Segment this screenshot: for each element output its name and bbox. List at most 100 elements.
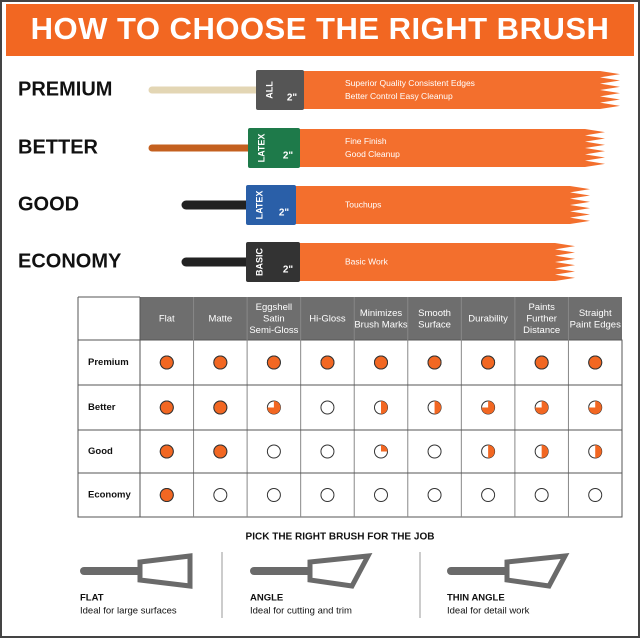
column-header: Semi-Gloss xyxy=(249,325,298,336)
rating xyxy=(213,355,228,370)
rating-fill xyxy=(434,401,442,414)
tier-name: BETTER xyxy=(18,136,99,158)
title-bar xyxy=(6,4,634,56)
column-header: Paint Edges xyxy=(570,319,621,330)
brush-note: Touchups xyxy=(345,199,381,209)
column-header: Surface xyxy=(418,319,451,330)
brush-ferrule xyxy=(246,242,300,282)
tier-name: ECONOMY xyxy=(18,250,122,272)
rating xyxy=(427,355,442,370)
rating-fill xyxy=(267,401,281,415)
rating-fill xyxy=(374,355,388,370)
paint-stroke xyxy=(298,243,575,281)
rating xyxy=(427,488,442,502)
rating xyxy=(159,488,174,502)
rating-fill xyxy=(588,401,602,415)
icon-handle xyxy=(447,567,509,575)
guide-text: Ideal for cutting and trim xyxy=(250,606,352,617)
guide-name: ANGLE xyxy=(250,593,283,604)
ferrule-label: ALL xyxy=(264,81,274,99)
rating xyxy=(534,355,549,370)
guide-name: FLAT xyxy=(80,593,104,604)
column-header: Further xyxy=(526,314,557,325)
column-header: Smooth xyxy=(418,308,451,319)
brush-note: Basic Work xyxy=(345,256,389,266)
icon-head xyxy=(307,553,373,589)
rating-fill xyxy=(159,488,174,502)
rating-fill xyxy=(588,355,603,370)
rating-ring xyxy=(266,488,281,502)
table-header-bg xyxy=(140,297,622,340)
rating-fill xyxy=(541,445,549,458)
rating xyxy=(427,444,442,459)
rating xyxy=(266,488,281,502)
row-label: Economy xyxy=(88,490,131,501)
brush-note: Good Cleanup xyxy=(345,149,400,159)
rating-ring xyxy=(534,488,549,502)
tier-name: PREMIUM xyxy=(18,78,112,100)
rating xyxy=(374,400,388,415)
rating xyxy=(374,444,388,459)
ferrule-size: 2" xyxy=(287,93,298,104)
brush-note: Fine Finish xyxy=(345,136,387,146)
rating xyxy=(588,444,603,459)
rating xyxy=(266,444,281,459)
guide-title: PICK THE RIGHT BRUSH FOR THE JOB xyxy=(246,532,435,543)
rating xyxy=(427,400,442,415)
rating-ring xyxy=(266,444,281,459)
rating-fill xyxy=(213,400,228,415)
rating xyxy=(534,400,549,415)
title: HOW TO CHOOSE THE RIGHT BRUSH xyxy=(31,11,610,46)
ferrule-label: LATEX xyxy=(256,134,266,163)
rating xyxy=(481,355,496,370)
rating-ring xyxy=(427,488,442,502)
guide-text: Ideal for large surfaces xyxy=(80,606,177,617)
rating xyxy=(213,400,228,415)
column-header: Hi-Gloss xyxy=(309,314,346,325)
icon-head xyxy=(137,553,193,589)
icon-handle xyxy=(80,567,142,575)
rating xyxy=(481,400,496,415)
icon-head xyxy=(504,553,570,589)
rating xyxy=(320,400,335,415)
paint-stroke xyxy=(298,129,605,167)
brush-ferrule xyxy=(246,185,296,225)
rating xyxy=(534,488,549,502)
guide-name: THIN ANGLE xyxy=(447,593,505,604)
column-header: Eggshell xyxy=(256,302,292,313)
rating xyxy=(374,355,388,370)
rating xyxy=(320,355,335,370)
rating-ring xyxy=(213,488,228,502)
rating xyxy=(159,444,174,459)
ferrule-size: 2" xyxy=(279,208,290,219)
brush-ferrule xyxy=(248,128,300,168)
tier-name: GOOD xyxy=(18,193,79,215)
paint-stroke xyxy=(294,186,590,224)
column-header: Straight xyxy=(579,308,612,319)
rating xyxy=(481,444,496,459)
row-label: Premium xyxy=(88,357,129,368)
rating-ring xyxy=(427,444,442,459)
brush-note: Superior Quality Consistent Edges xyxy=(345,78,475,88)
column-header: Paints xyxy=(528,302,555,313)
rating xyxy=(374,488,388,502)
rating xyxy=(534,444,549,459)
rating-fill xyxy=(213,444,228,459)
ferrule-label: LATEX xyxy=(254,191,264,220)
rating-fill xyxy=(595,445,602,458)
brush-note: Better Control Easy Cleanup xyxy=(345,91,453,101)
rating-fill xyxy=(427,355,442,370)
column-header: Distance xyxy=(523,325,560,336)
column-header: Durability xyxy=(468,314,508,325)
rating xyxy=(213,488,228,502)
rating-ring xyxy=(374,488,388,502)
column-header: Brush Marks xyxy=(354,319,408,330)
rating-ring xyxy=(320,444,335,459)
rating xyxy=(481,488,496,502)
rating xyxy=(588,400,603,415)
rating-fill xyxy=(488,445,495,458)
guide-text: Ideal for detail work xyxy=(447,606,530,617)
rating-fill xyxy=(159,355,174,370)
ferrule-size: 2" xyxy=(283,151,294,162)
